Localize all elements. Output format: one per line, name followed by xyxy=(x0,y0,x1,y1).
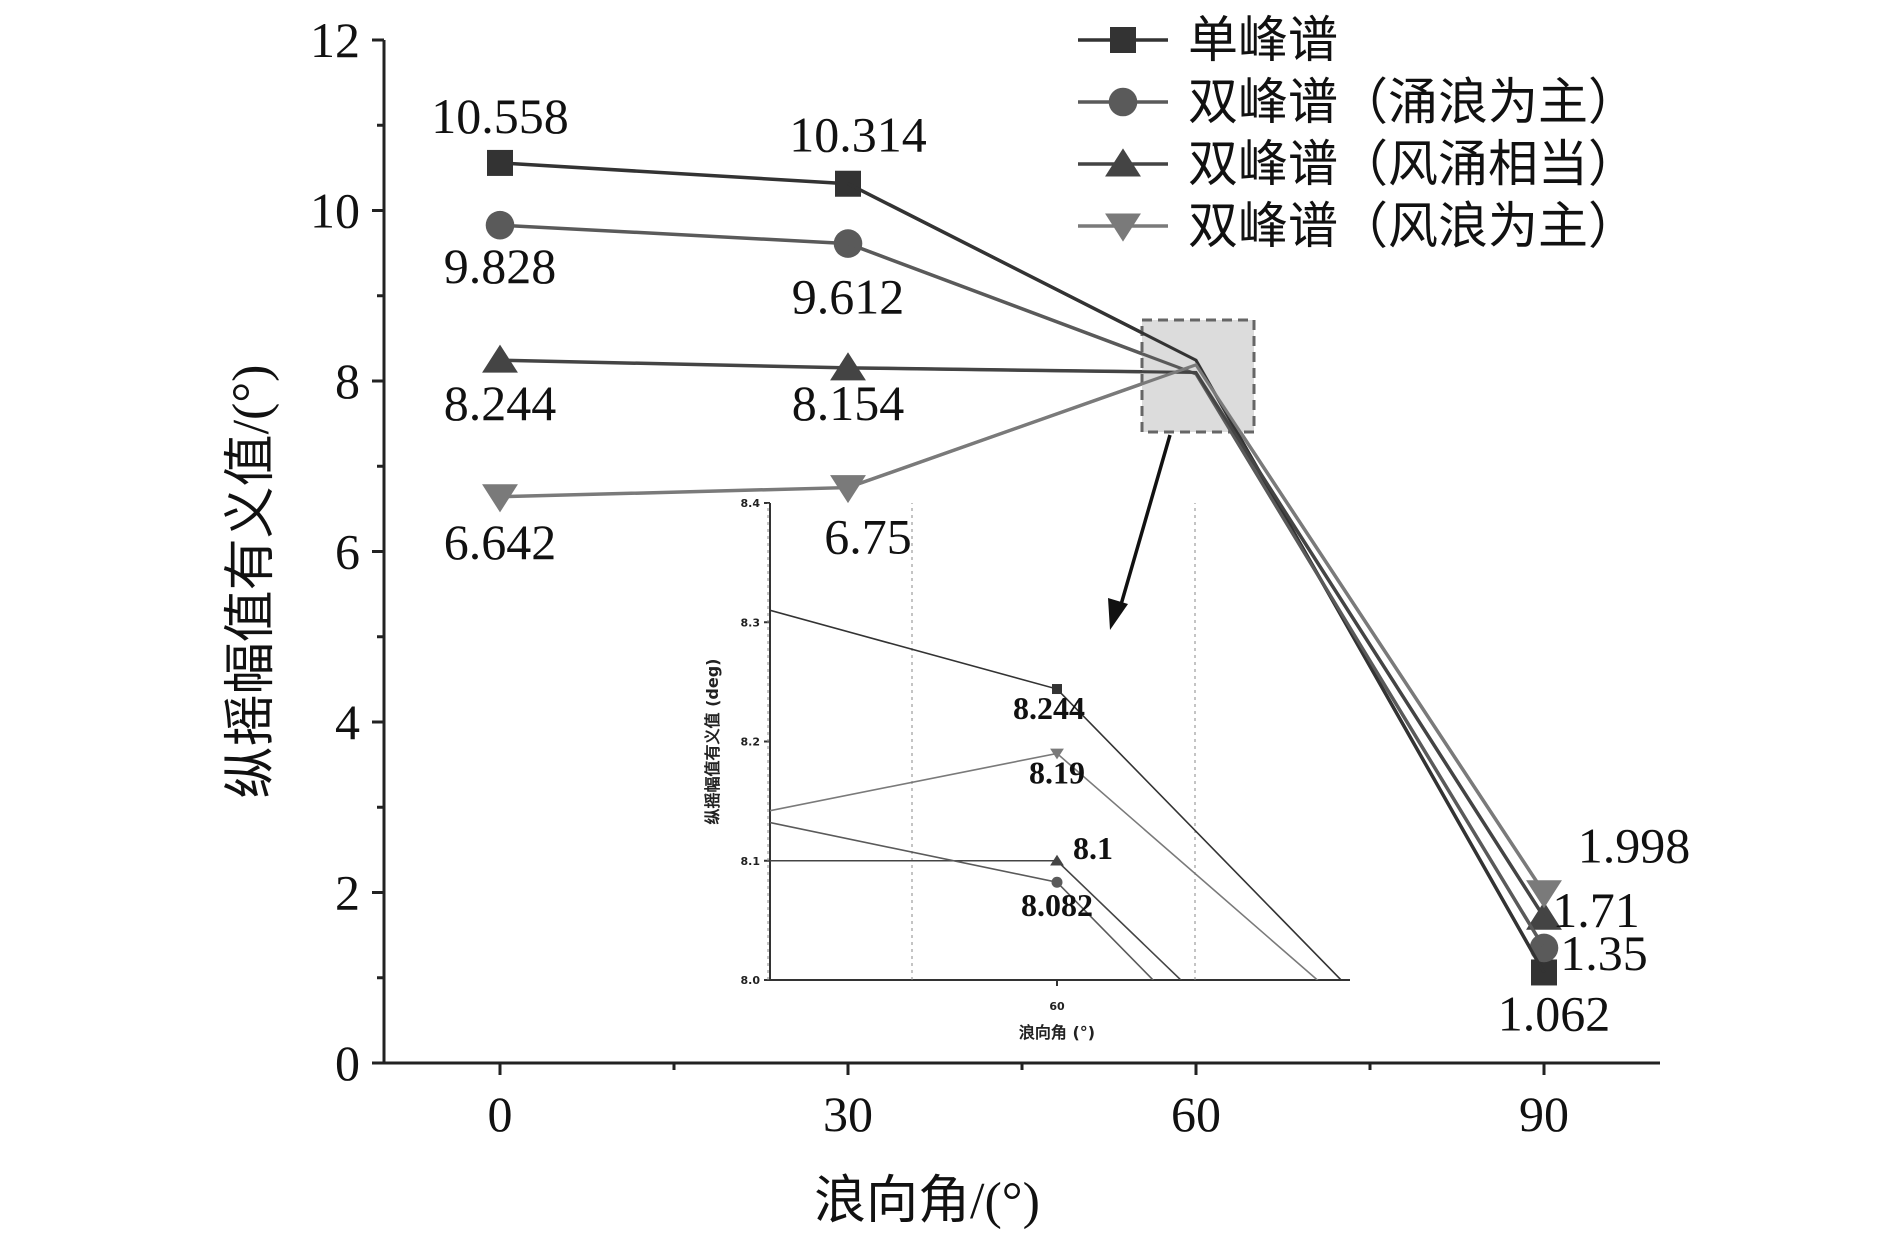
legend-item: 单峰谱 xyxy=(1078,12,1338,68)
data-label: 10.314 xyxy=(789,107,927,163)
inset-data-point xyxy=(1050,748,1064,760)
legend-label: 双峰谱（风涌相当） xyxy=(1188,136,1638,192)
legend-marker xyxy=(1110,27,1136,53)
legend-item: 双峰谱（风浪为主） xyxy=(1078,198,1638,254)
inset-y-tick-label: 8.4 xyxy=(741,497,761,510)
inset-y-tick-label: 8.2 xyxy=(741,736,761,749)
legend-item: 双峰谱（风涌相当） xyxy=(1078,136,1638,192)
inset-data-point xyxy=(1051,876,1063,888)
series-line xyxy=(499,358,1546,919)
zoom-arrow-line xyxy=(1116,434,1172,616)
legend-label: 双峰谱（风浪为主） xyxy=(1188,198,1638,254)
data-label: 9.612 xyxy=(792,269,905,325)
zoom-series-line xyxy=(847,182,1546,974)
data-label: 1.998 xyxy=(1578,818,1691,874)
inset-y-tick-label: 8.3 xyxy=(741,616,761,629)
y-tick-label: 10 xyxy=(310,183,360,239)
inset-lines xyxy=(770,609,1343,980)
legend-marker xyxy=(1105,148,1141,177)
series-2: 8.244 8.154 1.71 xyxy=(444,344,1640,938)
inset-data-point xyxy=(1052,684,1062,695)
inset-x-tick-label: 60 xyxy=(1049,1000,1065,1013)
inset-chart: 8.0 8.1 8.2 8.3 8.4 60 浪向角 (°) 纵摇幅值有义值 (deg) 8.2… xyxy=(703,497,1350,1042)
series-line xyxy=(499,223,1546,949)
data-label: 1.062 xyxy=(1498,985,1611,1041)
x-tick-label: 60 xyxy=(1171,1086,1221,1142)
inset-data-label: 8.082 xyxy=(1021,887,1093,923)
inset-data-label: 8.244 xyxy=(1013,690,1085,726)
data-point xyxy=(830,475,866,504)
data-label: 10.558 xyxy=(431,88,569,144)
data-label: 1.35 xyxy=(1560,925,1648,981)
data-point xyxy=(482,484,518,513)
zoom-highlight-box xyxy=(847,182,1546,974)
x-tick-label: 90 xyxy=(1519,1086,1569,1142)
data-point xyxy=(487,149,513,176)
data-label: 8.244 xyxy=(444,375,557,431)
legend-label: 双峰谱（涌浪为主） xyxy=(1188,74,1638,130)
data-point xyxy=(485,210,515,240)
series-1: 9.828 9.612 1.35 xyxy=(444,210,1648,981)
x-tick-label: 30 xyxy=(823,1086,873,1142)
inset-data-point xyxy=(1050,854,1064,866)
inset-data-label: 8.1 xyxy=(1073,830,1113,866)
data-point xyxy=(1526,880,1562,909)
inset-series-line xyxy=(770,859,1182,980)
y-tick-label: 4 xyxy=(335,694,360,750)
inset-y-axis-title: 纵摇幅值有义值 (deg) xyxy=(703,659,722,825)
x-tick-label: 0 xyxy=(488,1086,513,1142)
zoom-series-line xyxy=(847,366,1546,919)
legend-marker xyxy=(1105,213,1141,242)
data-label: 9.828 xyxy=(444,238,557,294)
zoom-arrow-head xyxy=(1108,598,1128,630)
y-tick-label: 2 xyxy=(335,865,360,921)
axis-titles: 浪向角/(°) 纵摇幅值有义值/(°) xyxy=(223,365,1040,1230)
y-tick-label: 8 xyxy=(335,353,360,409)
y-tick-label: 12 xyxy=(310,12,360,68)
legend-marker xyxy=(1108,87,1138,117)
data-label: 6.642 xyxy=(444,514,557,570)
data-point xyxy=(482,344,518,373)
data-label: 8.154 xyxy=(792,375,905,431)
legend-label: 单峰谱 xyxy=(1188,12,1338,68)
data-point xyxy=(830,352,866,381)
data-label: 6.75 xyxy=(824,509,912,565)
y-axis-title: 纵摇幅值有义值/(°) xyxy=(223,365,280,799)
legend-item: 双峰谱（涌浪为主） xyxy=(1078,74,1638,130)
x-axis-title: 浪向角/(°) xyxy=(814,1173,1040,1230)
data-label: 1.71 xyxy=(1552,882,1640,938)
series-line xyxy=(499,161,1546,974)
zoom-series-line xyxy=(847,362,1546,894)
inset-data-label: 8.19 xyxy=(1029,754,1085,790)
main-axes: 0 2 4 6 8 10 12 0 30 60 90 xyxy=(310,12,1660,1142)
y-tick-label: 0 xyxy=(335,1035,360,1091)
inset-y-tick-label: 8.0 xyxy=(741,974,761,987)
inset-x-axis-title: 浪向角 (°) xyxy=(1019,1023,1095,1042)
series-line xyxy=(499,362,1546,894)
y-tick-label: 6 xyxy=(335,524,360,580)
inset-y-tick-label: 8.1 xyxy=(741,855,761,868)
series-3: 6.642 6.75 1.998 xyxy=(444,362,1691,909)
